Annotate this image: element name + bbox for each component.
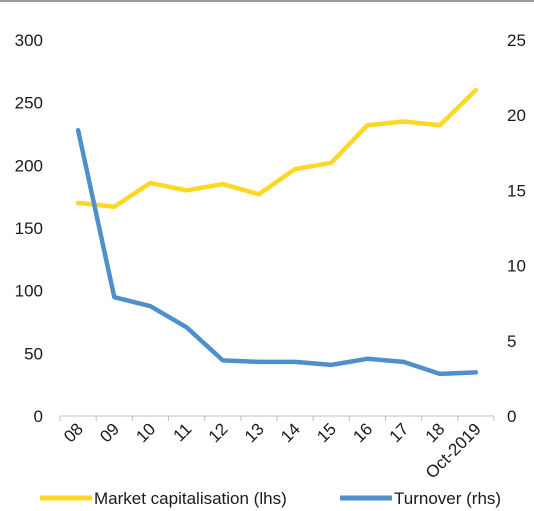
left-tick-label: 100 — [15, 282, 43, 301]
left-axis-ticks: 0 50 100 150 200 250 300 — [15, 31, 43, 426]
turnover-line — [75, 127, 479, 377]
turnover-point — [438, 372, 442, 376]
market-cap-point — [365, 123, 369, 127]
market-cap-point — [402, 119, 406, 123]
market-cap-point — [438, 123, 442, 127]
market-cap-point — [112, 205, 116, 209]
x-tick-label: 08 — [60, 419, 87, 446]
market-cap-line — [75, 87, 479, 209]
market-cap-point — [76, 201, 80, 205]
legend-label-turnover: Turnover (rhs) — [394, 489, 501, 508]
turnover-point — [76, 128, 80, 132]
turnover-point — [221, 358, 225, 362]
right-tick-label: 10 — [507, 257, 526, 276]
x-tick-label: 17 — [386, 419, 413, 446]
x-tick-label: 11 — [169, 419, 195, 445]
left-tick-label: 0 — [34, 407, 43, 426]
right-tick-label: 20 — [507, 106, 526, 125]
right-axis-ticks: 0 5 10 15 20 25 — [507, 31, 526, 426]
right-tick-label: 5 — [507, 332, 516, 351]
turnover-point — [112, 295, 116, 299]
left-tick-label: 50 — [24, 344, 43, 363]
turnover-point — [365, 357, 369, 361]
market-cap-point — [221, 182, 225, 186]
market-cap-point — [329, 161, 333, 165]
x-tick-label: 15 — [313, 419, 340, 446]
turnover-point — [148, 304, 152, 308]
series-layer — [75, 87, 479, 377]
x-tick-label: 18 — [422, 419, 449, 446]
market-cap-point — [148, 181, 152, 185]
market-cap-point — [257, 192, 261, 196]
market-cap-point — [185, 188, 189, 192]
x-tick-label: 09 — [96, 419, 123, 446]
left-tick-label: 250 — [15, 94, 43, 113]
x-tick-label: 12 — [205, 419, 232, 446]
x-tick-label: 14 — [277, 419, 304, 446]
turnover-point — [402, 360, 406, 364]
x-tick-label: 10 — [132, 419, 159, 446]
x-tick-label: 13 — [241, 419, 268, 446]
turnover-point — [257, 360, 261, 364]
left-tick-label: 150 — [15, 219, 43, 238]
turnover-point — [185, 325, 189, 329]
left-tick-label: 200 — [15, 156, 43, 175]
market-cap-point — [474, 88, 478, 92]
left-tick-label: 300 — [15, 31, 43, 50]
turnover-point — [474, 370, 478, 374]
legend-label-market-cap: Market capitalisation (lhs) — [94, 489, 287, 508]
turnover-point — [329, 363, 333, 367]
right-tick-label: 15 — [507, 181, 526, 200]
market-cap-point — [293, 167, 297, 171]
right-tick-label: 0 — [507, 407, 516, 426]
legend: Market capitalisation (lhs) Turnover (rh… — [40, 489, 501, 508]
right-tick-label: 25 — [507, 31, 526, 50]
turnover-point — [293, 360, 297, 364]
x-tick-label: 16 — [349, 419, 376, 446]
